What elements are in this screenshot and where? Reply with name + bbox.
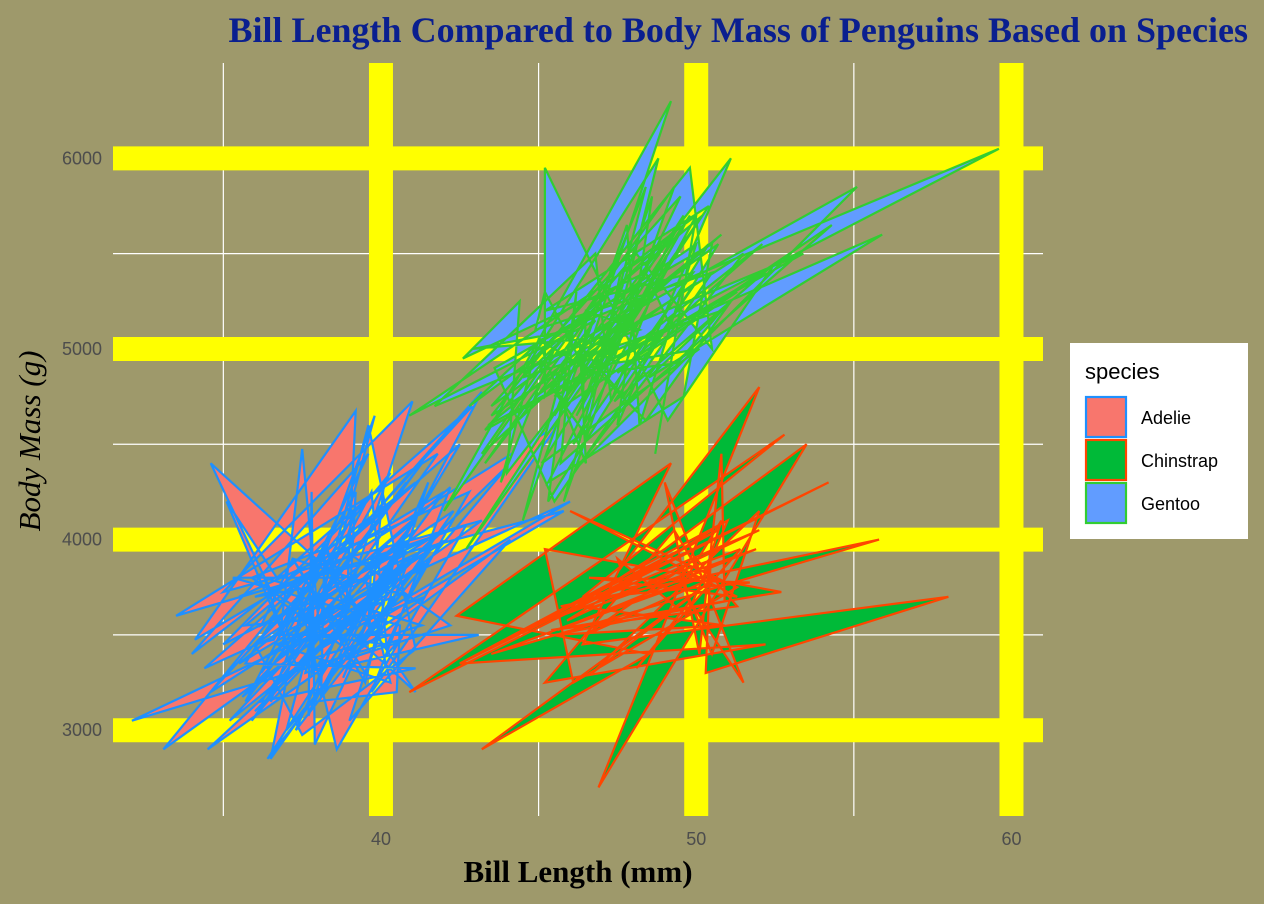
legend-key-gentoo: [1084, 481, 1128, 525]
legend-key-chinstrap: [1084, 438, 1128, 482]
legend-title: species: [1085, 359, 1160, 384]
x-tick-labels: 40 50 60: [371, 829, 1022, 849]
legend-key-adelie: [1084, 395, 1128, 439]
legend-label-chinstrap: Chinstrap: [1141, 451, 1218, 471]
series-layer: [131, 100, 1000, 788]
legend: species Adelie Chinstrap Gentoo: [1070, 343, 1248, 539]
legend-label-gentoo: Gentoo: [1141, 494, 1200, 514]
x-tick-label: 40: [371, 829, 391, 849]
legend-label-adelie: Adelie: [1141, 408, 1191, 428]
y-tick-label: 5000: [62, 339, 102, 359]
x-axis-title: Bill Length (mm): [463, 854, 692, 889]
series-adelie-area: [131, 391, 571, 760]
x-tick-label: 60: [1001, 829, 1021, 849]
series-chinstrap-area: [408, 386, 949, 788]
y-tick-label: 4000: [62, 530, 102, 550]
legend-items: Adelie Chinstrap Gentoo: [1084, 395, 1218, 525]
x-tick-label: 50: [686, 829, 706, 849]
y-tick-label: 6000: [62, 148, 102, 168]
y-axis-title: Body Mass (g): [12, 351, 47, 532]
chart-title: Bill Length Compared to Body Mass of Pen…: [229, 10, 1248, 50]
y-tick-labels: 3000 4000 5000 6000: [62, 148, 102, 740]
series-gentoo-area: [408, 100, 1000, 550]
y-tick-label: 3000: [62, 720, 102, 740]
